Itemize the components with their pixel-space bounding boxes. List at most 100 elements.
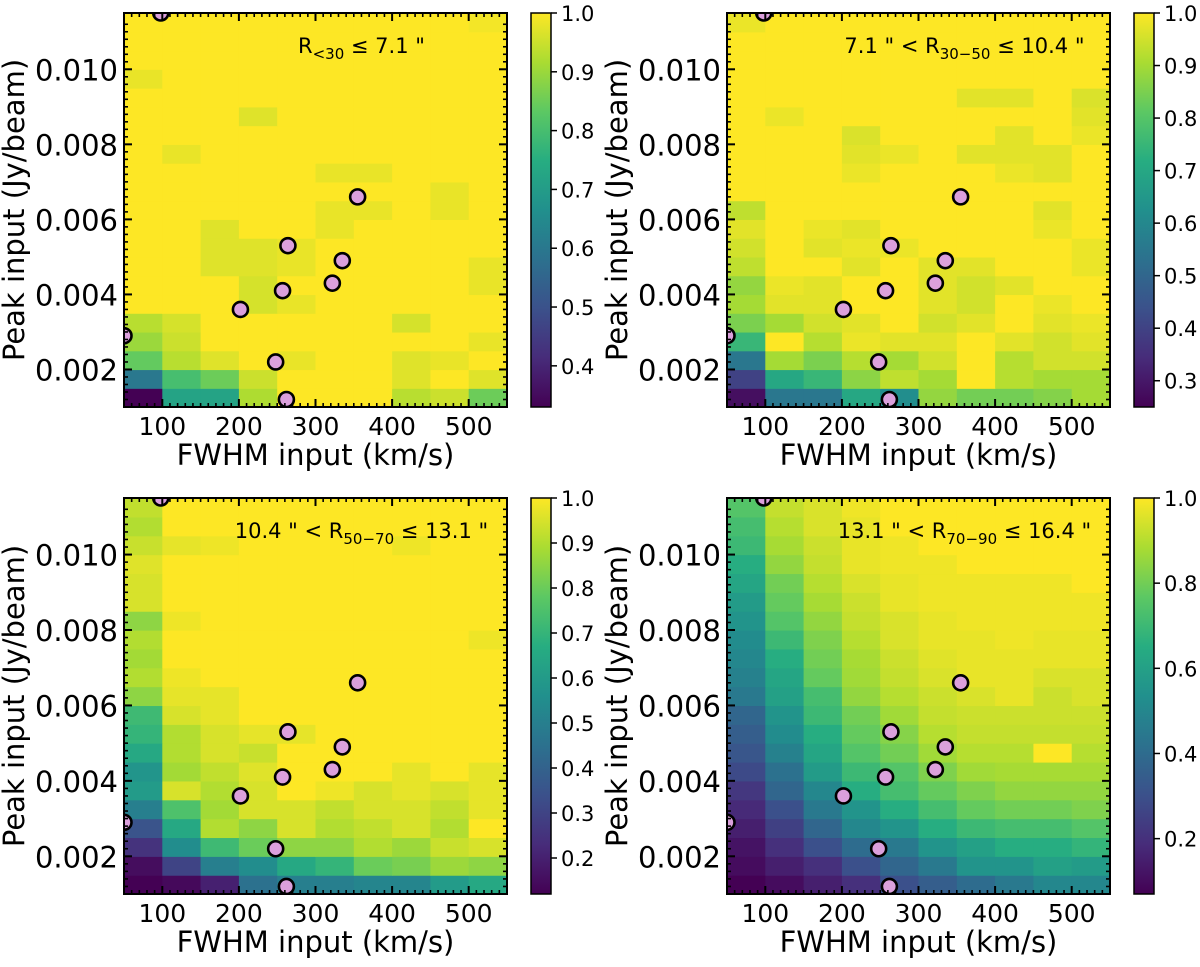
heatmap-cell (124, 200, 163, 220)
heatmap-cell (765, 667, 805, 688)
heatmap-cell (124, 13, 163, 33)
heatmap-cell (1071, 331, 1110, 352)
heatmap-cell (392, 163, 431, 183)
x-tick-label: 200 (215, 412, 263, 441)
heatmap (124, 498, 507, 894)
plot-frame (726, 12, 1111, 408)
heatmap-cell (765, 369, 805, 389)
heatmap-cell (200, 573, 240, 593)
heatmap-cell (468, 667, 507, 688)
heatmap-cell (392, 294, 431, 314)
heatmap-cell (200, 648, 240, 669)
heatmap-cell (1071, 818, 1110, 839)
heatmap-cell (1071, 144, 1110, 164)
heatmap-cell (1071, 724, 1110, 744)
heatmap-cell (995, 743, 1034, 763)
heatmap-cell (918, 331, 958, 352)
heatmap-cell (727, 799, 766, 820)
heatmap-cell (200, 818, 240, 839)
heatmap-cell (803, 724, 843, 744)
x-tick-label: 100 (741, 899, 789, 928)
annotation-subscript: 70−90 (946, 530, 997, 548)
heatmap-cell (803, 50, 843, 70)
heatmap-cell (918, 219, 958, 239)
heatmap-cell (956, 331, 996, 352)
heatmap-cell (162, 31, 202, 52)
heatmap-cell (1033, 350, 1073, 371)
heatmap-cell (841, 799, 881, 820)
heatmap-cell (468, 630, 507, 650)
x-tick-label: 400 (971, 899, 1019, 928)
heatmap-cell (238, 743, 278, 763)
heatmap-cell (880, 331, 920, 352)
heatmap-cell (841, 388, 881, 407)
heatmap-cell (765, 705, 805, 725)
heatmap-cell (124, 125, 163, 145)
heatmap-cell (1071, 200, 1110, 220)
heatmap-cell (124, 331, 163, 352)
heatmap-cell (468, 106, 507, 127)
heatmap-cell (162, 88, 202, 108)
heatmap-cell (956, 611, 996, 631)
scatter-point (876, 281, 895, 300)
colorbar-tick-label: 0.6 (561, 237, 594, 261)
heatmap-cell (880, 106, 920, 127)
heatmap-cell (392, 498, 431, 518)
heatmap-cell (468, 219, 507, 239)
heatmap-cell (200, 238, 240, 258)
heatmap-cell (353, 535, 393, 556)
y-tick-label: 0.006 (35, 689, 118, 723)
scatter-point (926, 760, 945, 779)
heatmap-cell (200, 50, 240, 70)
heatmap-cell (1033, 200, 1073, 220)
heatmap-cell (353, 743, 393, 763)
heatmap-cell (956, 144, 996, 164)
heatmap-cell (1033, 125, 1073, 145)
heatmap-cell (803, 799, 843, 820)
scatter-point (869, 353, 888, 371)
heatmap-cell (1033, 592, 1073, 612)
heatmap-cell (956, 88, 996, 108)
y-tick-label: 0.002 (35, 840, 118, 874)
heatmap-cell (392, 256, 431, 277)
heatmap-cell (995, 875, 1034, 894)
heatmap-cell (238, 648, 278, 669)
heatmap-cell (1033, 856, 1073, 876)
heatmap-cell (124, 818, 163, 839)
scatter-point (266, 839, 285, 858)
heatmap-cell (162, 125, 202, 145)
heatmap-cell (392, 516, 431, 537)
colorbar: 0.2 0.3 0.4 0.5 0.6 0.7 0.8 0.9 1.0 (530, 487, 594, 895)
heatmap-cell (162, 181, 202, 202)
heatmap-cell (803, 762, 843, 782)
heatmap-cell (765, 780, 805, 801)
heatmap-cell (1033, 163, 1073, 183)
heatmap-cell (162, 818, 202, 839)
heatmap-cell (1033, 313, 1073, 333)
heatmap-cell (392, 535, 431, 556)
scatter-point (348, 673, 367, 692)
heatmap-cell (468, 256, 507, 277)
heatmap-cell (468, 516, 507, 537)
heatmap-cell (918, 573, 958, 593)
heatmap-cell (430, 331, 470, 352)
heatmap-cell (765, 743, 805, 763)
heatmap-cell (200, 106, 240, 127)
heatmap-cell (238, 611, 278, 631)
colorbar-tick-label: 0.6 (561, 667, 594, 691)
heatmap-cell (124, 516, 163, 537)
colorbar-tick-label: 0.8 (561, 120, 594, 144)
heatmap-cell (430, 181, 470, 202)
heatmap-cell (995, 780, 1034, 801)
heatmap-cell (430, 592, 470, 612)
heatmap-cell (918, 648, 958, 669)
heatmap-cell (238, 667, 278, 688)
heatmap-cell (1033, 630, 1073, 650)
panel-annotation: 13.1 " < R70−90 ≤ 16.4 " (838, 519, 1091, 548)
heatmap-cell (238, 388, 278, 407)
heatmap-cell (238, 181, 278, 202)
heatmap-cell (841, 516, 881, 537)
annotation-main: 13.1 " < R (838, 519, 947, 543)
x-axis-label: FWHM input (km/s) (177, 925, 455, 959)
heatmap-cell (995, 163, 1034, 183)
